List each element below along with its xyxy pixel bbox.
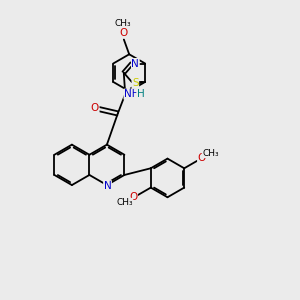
Text: O: O <box>91 103 99 113</box>
Text: CH₃: CH₃ <box>202 148 219 158</box>
Text: O: O <box>129 192 137 202</box>
Text: NH: NH <box>124 89 140 99</box>
Text: H: H <box>137 88 145 98</box>
Text: S: S <box>132 78 139 88</box>
Text: O: O <box>119 28 128 38</box>
Text: O: O <box>198 153 206 163</box>
Text: CH₃: CH₃ <box>116 198 133 207</box>
Text: CH₃: CH₃ <box>115 19 132 28</box>
Text: N: N <box>131 58 139 68</box>
Text: N: N <box>103 181 111 191</box>
